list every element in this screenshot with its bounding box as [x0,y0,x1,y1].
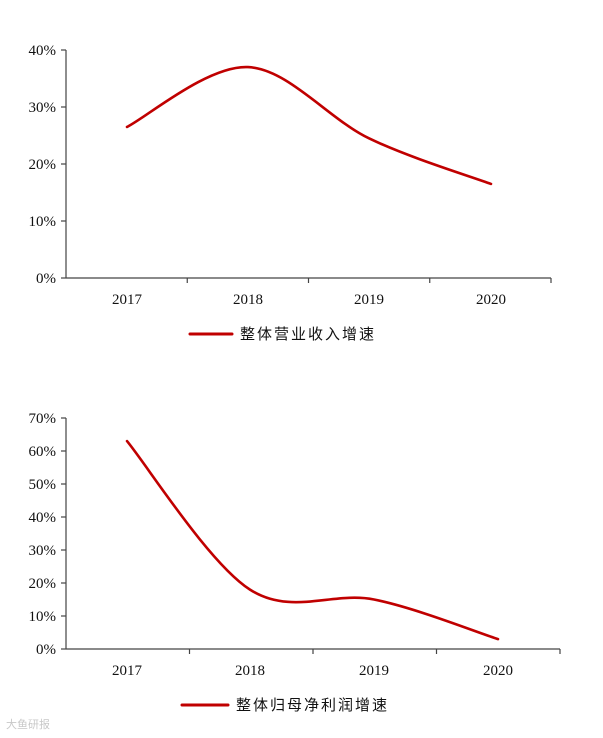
x-tick-label: 2020 [483,663,513,679]
y-tick-label: 30% [29,100,57,116]
series-line [125,439,500,641]
watermark: 大鱼研报 [6,718,50,731]
y-tick-label: 0% [36,642,56,658]
x-tick-label: 2017 [112,292,143,308]
y-tick-label: 50% [29,477,57,493]
y-tick-label: 0% [36,271,56,287]
legend-label: 整体归母净利润增速 [236,696,389,714]
net-profit-growth-chart: 0% 10% 20% 30% 40% 50% 60% 70% 2017 2018 2019 2020 整… [29,411,561,714]
revenue-growth-chart: 0% 10% 20% 30% 40% 2017 2018 2019 2020 整体营业收入增速 [29,43,552,343]
x-tick-label: 2017 [112,663,143,679]
x-tick-label: 2019 [354,292,384,308]
y-tick-label: 40% [29,510,57,526]
y-tick-label: 10% [29,609,57,625]
legend-label: 整体营业收入增速 [240,325,376,343]
y-tick-label: 40% [29,43,57,59]
y-tick-label: 70% [29,411,57,427]
x-tick-label: 2020 [476,292,506,308]
x-tick-label: 2018 [233,292,263,308]
x-tick-label: 2019 [359,663,389,679]
y-tick-label: 20% [29,157,57,173]
y-tick-label: 30% [29,543,57,559]
x-tick-label: 2018 [235,663,265,679]
y-tick-label: 60% [29,444,57,460]
y-tick-label: 20% [29,576,57,592]
series-line [125,65,493,186]
y-tick-label: 10% [29,214,57,230]
